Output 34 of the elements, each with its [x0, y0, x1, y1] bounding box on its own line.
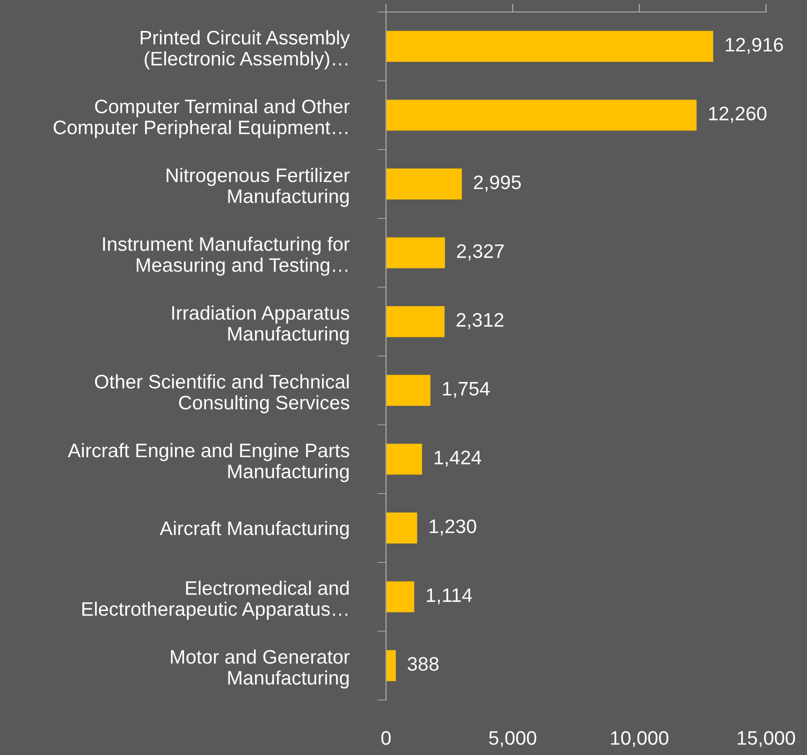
bar [386, 512, 418, 544]
bar [386, 168, 462, 200]
y-tick-label: Electromedical and Electrotherapeutic Apparatus… [82, 580, 349, 620]
data-label: 1,424 [434, 450, 482, 467]
data-label: 2,312 [456, 313, 504, 330]
y-tick-label: Printed Circuit Assembly (Electronic Assembly)… [140, 30, 350, 70]
bar [386, 374, 430, 406]
y-tick-label: Computer Terminal and Other Computer Peripheral Equipment… [54, 99, 350, 138]
bar [386, 237, 445, 268]
data-label: 12,916 [726, 38, 783, 54]
data-label: 1,754 [443, 382, 490, 398]
data-label: 2,995 [474, 175, 521, 192]
data-label: 1,114 [426, 588, 472, 604]
x-tick-label: 15,000 [738, 731, 795, 748]
bar [386, 581, 414, 612]
y-tick-label: Irradiation Apparatus Manufacturing [172, 305, 350, 345]
x-tick-label: 0 [381, 731, 391, 745]
y-tick-label: Motor and Generator Manufacturing [171, 649, 350, 689]
y-tick-label: Other Scientific and Technical Consulting Services [95, 374, 350, 414]
y-tick-label: Nitrogenous Fertilizer Manufacturing [166, 168, 350, 207]
bar [386, 306, 445, 338]
x-tick-label: 5,000 [489, 731, 536, 748]
bar [386, 100, 697, 131]
bar [386, 444, 422, 475]
bar [386, 30, 714, 62]
x-tick-label: 10,000 [611, 731, 668, 748]
data-label: 2,327 [457, 244, 504, 260]
data-label: 12,260 [709, 106, 766, 123]
y-tick-label: Aircraft Engine and Engine Parts Manufacturing [68, 443, 350, 482]
y-tick-label: Aircraft Manufacturing [160, 520, 349, 540]
bar [386, 650, 396, 682]
y-tick-label: Instrument Manufacturing for Measuring and Testing… [103, 236, 350, 276]
data-label: 388 [408, 657, 439, 671]
data-label: 1,230 [430, 519, 476, 536]
